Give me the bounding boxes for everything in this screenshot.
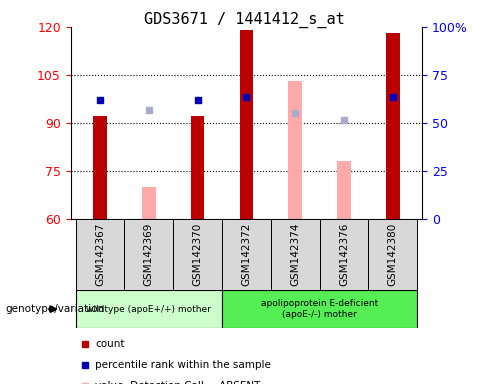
Text: GDS3671 / 1441412_s_at: GDS3671 / 1441412_s_at	[143, 12, 345, 28]
Bar	[142, 187, 156, 219]
Text: GSM142376: GSM142376	[339, 223, 349, 286]
Text: GSM142372: GSM142372	[242, 223, 251, 286]
Bar	[222, 290, 417, 328]
Bar	[320, 219, 368, 290]
Text: GSM142369: GSM142369	[144, 223, 154, 286]
Text: GSM142380: GSM142380	[388, 223, 398, 286]
Bar	[386, 33, 400, 219]
Text: value, Detection Call = ABSENT: value, Detection Call = ABSENT	[95, 381, 261, 384]
Text: percentile rank within the sample: percentile rank within the sample	[95, 360, 271, 370]
Text: genotype/variation: genotype/variation	[5, 304, 104, 314]
Text: GSM142374: GSM142374	[290, 223, 300, 286]
Text: GSM142370: GSM142370	[193, 223, 203, 286]
Text: wildtype (apoE+/+) mother: wildtype (apoE+/+) mother	[86, 305, 211, 314]
Bar	[368, 219, 417, 290]
Bar	[76, 219, 124, 290]
Bar	[124, 219, 173, 290]
Bar	[222, 219, 271, 290]
Text: GSM142367: GSM142367	[95, 223, 105, 286]
Bar	[240, 81, 253, 219]
Bar	[271, 219, 320, 290]
Text: apolipoprotein E-deficient
(apoE-/-) mother: apolipoprotein E-deficient (apoE-/-) mot…	[261, 300, 378, 319]
Text: count: count	[95, 339, 124, 349]
Bar	[76, 290, 222, 328]
Bar	[337, 161, 351, 219]
Bar	[288, 81, 302, 219]
Bar	[240, 30, 253, 219]
Bar	[191, 116, 204, 219]
Bar	[93, 116, 107, 219]
Bar	[173, 219, 222, 290]
